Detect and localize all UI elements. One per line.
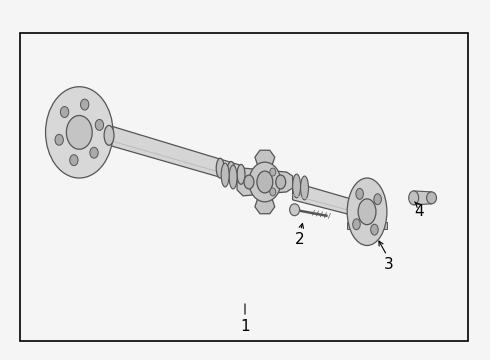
- Ellipse shape: [244, 175, 254, 189]
- Ellipse shape: [290, 204, 299, 216]
- Text: 3: 3: [384, 257, 394, 272]
- Ellipse shape: [60, 107, 69, 117]
- Ellipse shape: [90, 147, 98, 158]
- Ellipse shape: [427, 192, 437, 204]
- Polygon shape: [109, 125, 240, 183]
- Polygon shape: [237, 168, 293, 196]
- Ellipse shape: [293, 174, 300, 198]
- Text: 2: 2: [295, 232, 304, 247]
- Polygon shape: [255, 150, 275, 166]
- Ellipse shape: [276, 175, 286, 189]
- Polygon shape: [414, 191, 432, 205]
- Ellipse shape: [257, 171, 273, 193]
- Ellipse shape: [46, 87, 113, 178]
- Ellipse shape: [249, 162, 281, 202]
- Polygon shape: [347, 222, 387, 229]
- Ellipse shape: [353, 219, 360, 230]
- Ellipse shape: [237, 165, 245, 184]
- Ellipse shape: [300, 176, 309, 200]
- Ellipse shape: [80, 99, 89, 110]
- Ellipse shape: [370, 224, 378, 235]
- Ellipse shape: [216, 158, 224, 178]
- Ellipse shape: [70, 155, 78, 166]
- Ellipse shape: [227, 162, 235, 181]
- Ellipse shape: [374, 194, 381, 205]
- Text: 4: 4: [414, 204, 423, 219]
- Ellipse shape: [95, 120, 103, 130]
- Ellipse shape: [270, 168, 276, 176]
- Text: 1: 1: [240, 319, 250, 334]
- Ellipse shape: [221, 163, 229, 187]
- Ellipse shape: [270, 188, 276, 196]
- Ellipse shape: [229, 165, 237, 189]
- FancyBboxPatch shape: [20, 33, 468, 341]
- Polygon shape: [255, 198, 275, 214]
- Ellipse shape: [356, 188, 364, 199]
- Ellipse shape: [347, 178, 387, 246]
- Ellipse shape: [409, 191, 418, 205]
- Polygon shape: [293, 182, 354, 216]
- Ellipse shape: [66, 116, 92, 149]
- Ellipse shape: [55, 134, 63, 145]
- Ellipse shape: [358, 199, 376, 225]
- Ellipse shape: [104, 125, 114, 145]
